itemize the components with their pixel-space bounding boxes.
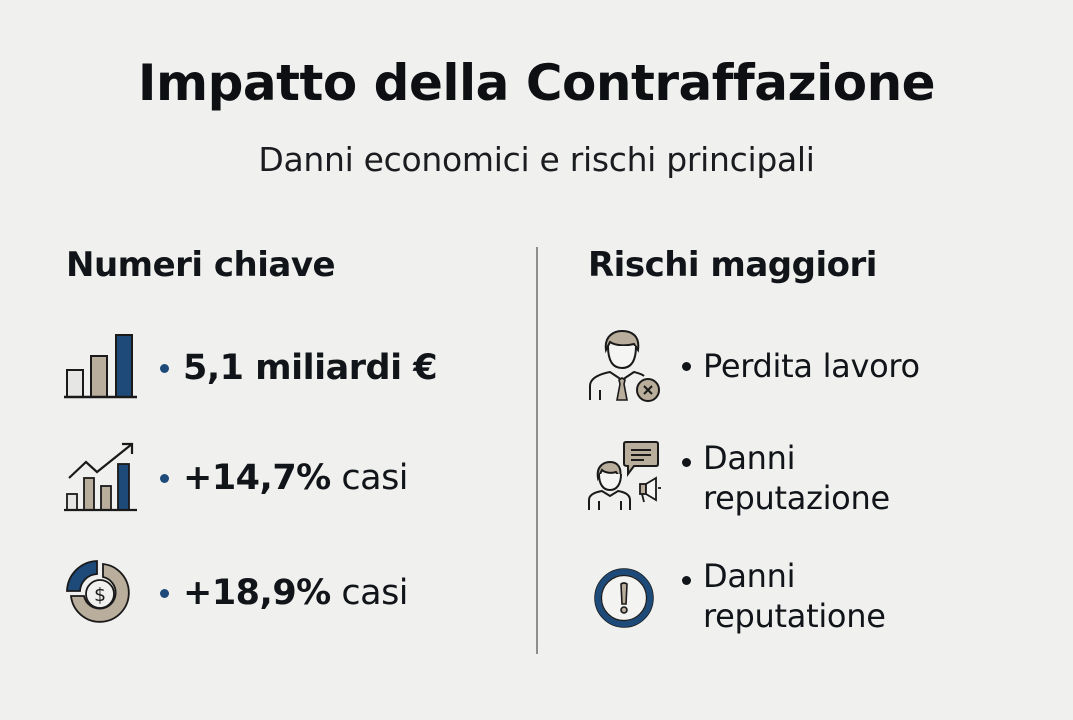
bullet-dot [160, 588, 169, 598]
bar-chart-icon [62, 330, 138, 406]
bullet-dot [682, 361, 691, 371]
bullet-dot [160, 473, 169, 483]
key-number-value: 5,1 miliardi € [183, 348, 438, 388]
risk-label: Danni reputazione [703, 439, 890, 517]
major-risks-heading: Rischi maggiori [588, 245, 877, 285]
column-divider [536, 247, 538, 654]
key-number-item: 5,1 miliardi € [62, 330, 438, 406]
risk-item: Danni reputazione [586, 438, 890, 518]
key-number-item: +14,7% casi [62, 440, 409, 516]
risk-item: Perdita lavoro [586, 328, 920, 404]
warning-exclamation-icon [586, 556, 662, 632]
risk-label: Perdita lavoro [703, 347, 920, 385]
key-number-value: +18,9% casi [183, 573, 409, 613]
risk-label: Danni reputatione [703, 557, 886, 635]
dollar-donut-icon: $ [62, 555, 138, 631]
job-loss-person-icon [586, 328, 662, 404]
key-number-item: $ +18,9% casi [62, 555, 409, 631]
svg-text:$: $ [94, 584, 106, 606]
page-subtitle: Danni economici e rischi principali [258, 140, 815, 179]
bullet-dot [682, 458, 691, 467]
page-title: Impatto della Contraffazione [137, 54, 936, 112]
key-number-value: +14,7% casi [183, 458, 409, 498]
bullet-dot [160, 363, 169, 373]
reputation-person-megaphone-icon [586, 438, 662, 514]
trend-up-chart-icon [62, 440, 138, 516]
bullet-dot [682, 576, 691, 585]
risk-item: Danni reputatione [586, 556, 886, 636]
key-numbers-heading: Numeri chiave [66, 245, 336, 285]
